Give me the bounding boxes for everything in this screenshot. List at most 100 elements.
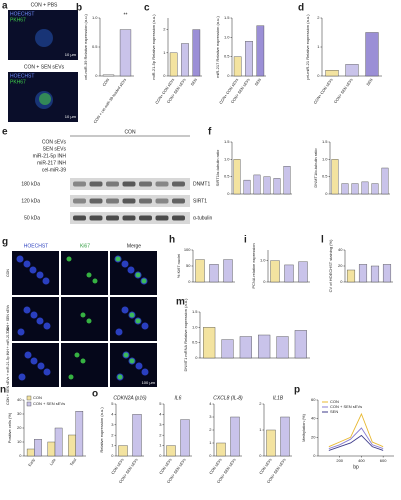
y-tick-label: 2 [111,432,114,437]
bar [276,336,289,359]
y-axis-label: pri-miR-21 Relative expression (a.u.) [305,14,310,80]
nucleus [16,255,24,263]
label: CON + SEN sEVs + miR-21-5p INH + miR-217… [6,325,10,405]
bar [361,181,369,195]
bar [181,43,189,77]
label: miR-217 INH [37,160,66,166]
y-tick-label: 0 [188,279,191,284]
y-tick-label: 3 [111,422,114,427]
label: miR-21-5p INH [33,153,67,159]
bar [192,29,201,77]
y-tick-label: 40 [338,247,343,252]
bar [331,159,339,195]
x-tick-label: CON sEVs [209,458,223,475]
bar [180,419,190,457]
y-tick-label: 0.5 [192,340,198,345]
bar [382,264,392,283]
x-tick-label: CON + cel-miR-39-loaded sEVs [93,78,127,124]
bar [283,166,291,195]
band [73,215,86,221]
y-tick-label: 1.5 [192,309,198,314]
label: CON + SEN sEVs [6,305,10,333]
label: α-tubulin [193,215,213,221]
x-tick-label: Total [69,458,77,467]
line [328,427,384,449]
y-tick-label: 0 [263,279,266,284]
bar [230,416,240,457]
x-tick-label: CON+ SEN sEVs [333,78,353,104]
y-tick-label: 1.5 [224,15,230,20]
band [155,181,169,187]
cell [35,29,53,47]
bar [298,261,308,283]
y-tick-label: 0 [227,73,230,78]
y-tick-label: 1 [159,443,162,448]
bar [256,25,265,77]
y-tick-label: 1.0 [192,324,198,329]
legend-swatch [26,395,32,401]
y-tick-label: 40 [311,416,316,421]
y-tick-label: 20 [17,425,22,430]
nucleus [36,271,44,279]
nucleus [29,266,37,274]
label: cel-miR-39 [42,167,66,173]
y-tick-label: 0 [111,453,114,458]
panel-letter: b [76,3,82,14]
label: 50 kDa [24,215,40,221]
y-axis-label: SIRT1/α-tubulin ratio [215,149,220,186]
y-tick-label: 2 [259,401,262,406]
y-tick-label: 1.5 [322,139,328,144]
y-tick-label: 20 [311,434,316,439]
y-tick-label: 2 [317,15,320,20]
y-tick-label: 1 [317,44,320,49]
nucleus [17,328,25,336]
ki67 [92,278,98,284]
bar [370,265,380,283]
micrograph [61,297,108,341]
bar [365,32,379,77]
nucleus [30,311,38,319]
bar [266,429,276,457]
nucleus [42,277,50,285]
y-axis-label: Positive cells (%) [7,412,12,443]
bar [166,445,176,457]
y-tick-label: 0 [19,453,22,458]
label: PKH67 [10,17,26,23]
x-tick-label: SEN [254,78,262,87]
label: SIRT1 [193,198,207,204]
chart-title: IL1B [273,395,284,401]
band [122,198,136,204]
bar [47,441,56,457]
bar [26,448,35,457]
x-tick-label: 400 [358,458,365,463]
label: 100 μm [142,380,156,385]
bar [280,416,290,457]
bar [195,259,205,283]
y-tick-label: 0 [209,453,212,458]
band [155,198,169,204]
y-tick-label: 20 [338,263,343,268]
bar [273,178,281,195]
bar [239,336,252,359]
y-tick-label: 4 [111,411,114,416]
ki67 [74,352,80,358]
bar [34,439,42,457]
y-tick-label: 4 [159,411,162,416]
nucleus [121,306,129,314]
y-tick-label: 0 [95,73,98,78]
bar [68,434,76,457]
panel-letter: n [0,385,6,396]
bar [294,330,307,359]
y-tick-label: 100 [184,247,191,252]
label: HOECHST [10,11,34,17]
y-axis-label: cel-miR-39 Relative expression (a.u.) [83,13,88,79]
x-tick-label: Late [49,458,57,466]
label: SEN sEVs [43,146,67,152]
y-tick-label: 5 [111,401,114,406]
y-tick-label: 0 [325,191,328,196]
band [139,215,152,221]
legend-label: CON + SEN sEVs [33,401,65,406]
y-axis-label: Methylation (%) [301,413,306,441]
legend-label: CON [33,395,42,400]
y-axis-label: miR-217 Relative expression (a.u.) [215,16,220,78]
